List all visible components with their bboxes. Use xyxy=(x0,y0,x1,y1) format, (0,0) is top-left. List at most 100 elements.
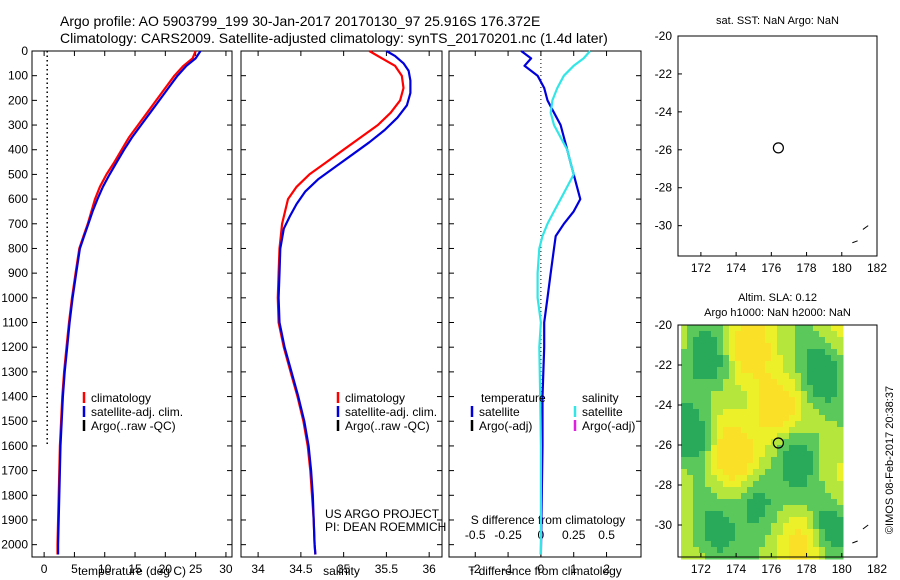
salinity-xtick-label: 36 xyxy=(422,562,436,576)
depth-tick-label: 700 xyxy=(8,217,28,231)
depth-tick-label: 1500 xyxy=(1,414,28,428)
depth-tick-label: 1200 xyxy=(1,340,28,354)
diff-legend-label: satellite xyxy=(582,405,623,419)
sla_map-ytick-label: -30 xyxy=(655,518,673,532)
figure-title-line2: Climatology: CARS2009. Satellite-adjuste… xyxy=(60,30,608,46)
depth-tick-label: 1700 xyxy=(1,464,28,478)
depth-tick-label: 300 xyxy=(8,118,28,132)
temperature-xlabel: temperature (deg C) xyxy=(78,564,186,578)
sla_map-xtick-label: 172 xyxy=(691,562,711,576)
temperature-xtick-label: 0 xyxy=(41,562,48,576)
salinity-xtick-label: 34.5 xyxy=(289,562,313,576)
depth-tick-label: 1000 xyxy=(1,291,28,305)
project-annotation: US ARGO PROJECT xyxy=(325,507,440,521)
temperature-xtick-label: 10 xyxy=(98,562,112,576)
sst_map-ytick-label: -26 xyxy=(655,143,673,157)
sst_map-coast-fragment xyxy=(862,225,869,230)
project-annotation: PI: DEAN ROEMMICH xyxy=(325,520,446,534)
sst_map-xtick-label: 176 xyxy=(761,261,781,275)
temperature-xtick-label: 30 xyxy=(219,562,233,576)
diff-legend-label: Argo(-adj) xyxy=(479,419,532,433)
sla_map-title2: Argo h1000: NaN h2000: NaN xyxy=(704,307,851,319)
temperature-xtick-label: 20 xyxy=(159,562,173,576)
diff-legend-title-salinity: salinity xyxy=(582,391,619,405)
sla_map-ytick-label: -22 xyxy=(655,358,673,372)
salinity-diff-tick-label: -0.5 xyxy=(465,528,486,542)
depth-tick-label: 900 xyxy=(8,266,28,280)
sla_map-frame xyxy=(677,324,878,558)
salinity-panel-frame xyxy=(240,50,443,558)
salinity-xlabel: salinity xyxy=(323,564,360,578)
diff-legend-title-temperature: temperature xyxy=(481,391,546,405)
temperature-xtick-label: 25 xyxy=(189,562,203,576)
figure-title-line1: Argo profile: AO 5903799_199 30-Jan-2017… xyxy=(60,13,541,29)
sla_map-title: Altim. SLA: 0.12 xyxy=(738,292,817,304)
sla_map-xtick-label: 176 xyxy=(761,562,781,576)
depth-tick-label: 0 xyxy=(21,44,28,58)
depth-tick-label: 500 xyxy=(8,167,28,181)
sla_map-ytick-label: -28 xyxy=(655,478,673,492)
salinity-series-line xyxy=(277,50,412,555)
difference-xtick-label: -2 xyxy=(470,562,481,576)
salinity-diff-tick-label: 0.25 xyxy=(562,528,586,542)
difference-series-line xyxy=(536,50,591,555)
diff-legend-label: Argo(-adj) xyxy=(582,419,635,433)
temperature-xtick-label: 15 xyxy=(128,562,142,576)
temperature-series-line xyxy=(56,50,197,555)
depth-tick-label: 1100 xyxy=(2,316,28,330)
depth-tick-label: 2000 xyxy=(1,538,28,552)
sla_map-ytick-label: -24 xyxy=(655,398,673,412)
sst_map-ytick-label: -20 xyxy=(655,29,673,43)
sla_map-coast-fragment xyxy=(862,524,869,530)
depth-tick-label: 1900 xyxy=(1,513,28,527)
salinity-xtick-label: 35 xyxy=(337,562,351,576)
sla_map-xtick-label: 182 xyxy=(867,562,887,576)
sst_map-coast-fragment xyxy=(852,240,858,244)
salinity-legend-label: satellite-adj. clim. xyxy=(345,405,437,419)
salinity-series-line xyxy=(276,50,405,555)
depth-tick-label: 1800 xyxy=(1,488,28,502)
sst_map-ytick-label: -28 xyxy=(655,181,673,195)
sla_map-float-marker xyxy=(772,437,784,449)
temperature-xtick-label: 5 xyxy=(71,562,78,576)
difference-xtick-label: -1 xyxy=(503,562,514,576)
temperature-legend-label: satellite-adj. clim. xyxy=(91,405,183,419)
sla_map-xtick-label: 174 xyxy=(726,562,746,576)
temperature-panel-frame xyxy=(31,50,233,558)
difference-series-line xyxy=(520,50,582,555)
sla_map-ytick-label: -26 xyxy=(655,438,673,452)
sla_map-ytick-label: -20 xyxy=(655,318,673,332)
sla_map-coast-fragment xyxy=(852,540,858,544)
depth-tick-label: 600 xyxy=(8,192,28,206)
sst_map-xtick-label: 180 xyxy=(832,261,852,275)
sla_map-xtick-label: 180 xyxy=(832,562,852,576)
sla-heatmap xyxy=(681,325,844,560)
sst_map-frame xyxy=(677,35,878,257)
depth-tick-label: 400 xyxy=(8,143,28,157)
sst_map-xtick-label: 172 xyxy=(691,261,711,275)
diff-legend-label: satellite xyxy=(479,405,520,419)
sla_map-xtick-label: 178 xyxy=(797,562,817,576)
sst_map-xtick-label: 182 xyxy=(867,261,887,275)
sst_map-xtick-label: 174 xyxy=(726,261,746,275)
depth-tick-label: 1300 xyxy=(1,365,28,379)
salinity-diff-tick-label: 0.5 xyxy=(598,528,615,542)
sst_map-ytick-label: -24 xyxy=(655,105,673,119)
temperature-series-line xyxy=(56,50,202,555)
sst_map-title: sat. SST: NaN Argo: NaN xyxy=(716,15,839,27)
depth-tick-label: 100 xyxy=(8,69,28,83)
salinity-legend-label: Argo(..raw -QC) xyxy=(345,419,430,433)
salinity-diff-tick-label: -0.25 xyxy=(494,528,522,542)
temperature-legend-label: Argo(..raw -QC) xyxy=(91,419,176,433)
salinity-legend-label: climatology xyxy=(345,391,405,405)
sst_map-float-marker xyxy=(772,142,784,154)
footer-stamp: ©IMOS 08-Feb-2017 20:38:37 xyxy=(884,386,896,534)
difference-xtick-label: 2 xyxy=(603,562,610,576)
depth-tick-label: 800 xyxy=(8,241,28,255)
difference-panel-frame xyxy=(448,50,642,558)
salinity-xtick-label: 34 xyxy=(251,562,265,576)
difference-xtick-label: 0 xyxy=(538,562,545,576)
sst_map-ytick-label: -22 xyxy=(655,67,673,81)
